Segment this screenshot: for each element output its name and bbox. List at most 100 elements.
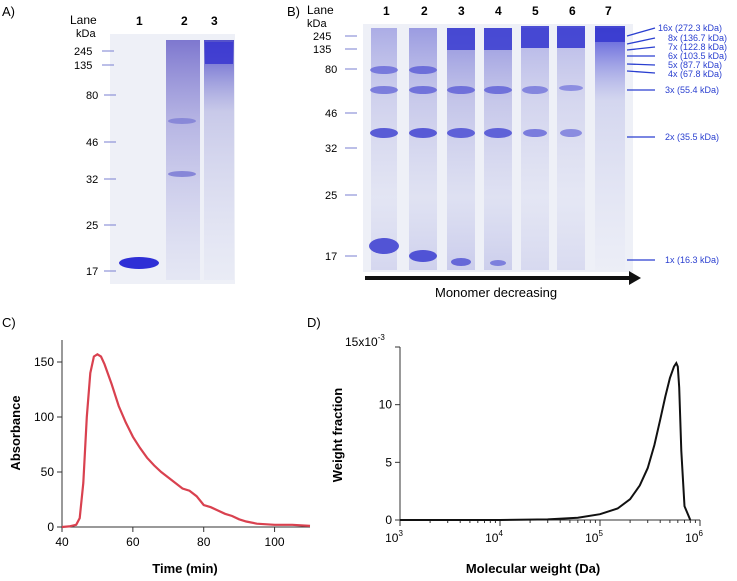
panel-b-label: B) (287, 4, 300, 19)
lane-number: 3 (211, 14, 218, 28)
x-tick-label: 80 (197, 535, 211, 549)
lane-number: 4 (495, 4, 502, 18)
x-tick-label: 105 (585, 529, 603, 545)
marker-label: 80 (325, 64, 337, 76)
gel-band (370, 66, 398, 74)
gel-band (370, 128, 398, 138)
lane-number: 2 (421, 4, 428, 18)
gel-band (447, 128, 475, 138)
gel-band (560, 129, 582, 137)
panel-a-label: A) (2, 4, 15, 19)
kda-header: kDa (307, 18, 327, 30)
marker-label: 80 (86, 90, 98, 102)
gel-band (523, 129, 547, 137)
gel-band (409, 250, 437, 262)
gel-band (447, 86, 475, 94)
gel-band (490, 260, 506, 266)
x-tick-label: 106 (685, 529, 703, 545)
gel-lane-smear (521, 28, 549, 270)
gel-band (369, 238, 399, 254)
band-label: 8x (136.7 kDa) (668, 33, 727, 43)
series-line-absorbance (61, 353, 311, 529)
band-label: 3x (55.4 kDa) (665, 85, 719, 95)
lane-number: 5 (532, 4, 539, 18)
x-axis-label: Molecular weight (Da) (466, 561, 600, 576)
gel-lane-smear (484, 28, 512, 270)
chart-d-weight-fraction: D) Weight fraction Molecular weight (Da)… (307, 315, 703, 576)
band-pointer (626, 37, 656, 45)
gel-band (521, 26, 549, 48)
band-pointer (626, 63, 656, 66)
lane-number: 2 (181, 14, 188, 28)
x-tick-label: 103 (385, 529, 403, 545)
gel-lane-smear (557, 28, 585, 270)
marker-label: 245 (313, 31, 331, 43)
x-tick-label: 40 (55, 535, 69, 549)
y-tick-label: 100 (34, 410, 54, 424)
y-tick-label: 0 (47, 520, 54, 534)
decrease-arrow-head (629, 271, 641, 285)
gel-band (205, 42, 233, 64)
gel-lane-smear (371, 28, 397, 270)
gel-band (409, 86, 437, 94)
marker-label: 135 (313, 44, 331, 56)
lane-number: 1 (383, 4, 390, 18)
marker-label: 17 (86, 266, 98, 278)
series-line-weight-fraction (400, 360, 692, 521)
lane-number: 3 (458, 4, 465, 18)
lane-number: 7 (605, 4, 612, 18)
marker-label: 46 (86, 137, 98, 149)
x-tick-label: 100 (265, 535, 285, 549)
marker-label: 245 (74, 46, 92, 58)
kda-header: kDa (76, 28, 96, 40)
x-tick-label: 104 (485, 529, 503, 545)
lane-number: 6 (569, 4, 576, 18)
y-tick-label: 5 (385, 455, 392, 469)
band-label: 5x (87.7 kDa) (668, 60, 722, 70)
marker-label: 25 (325, 190, 337, 202)
lane-number: 1 (136, 14, 143, 28)
gel-band (119, 257, 159, 269)
x-tick-label: 60 (126, 535, 140, 549)
band-label: 2x (35.5 kDa) (665, 132, 719, 142)
gel-band (370, 86, 398, 94)
band-label: 7x (122.8 kDa) (668, 42, 727, 52)
panel-c-label: C) (2, 315, 16, 330)
marker-label: 46 (325, 108, 337, 120)
arrow-label: Monomer decreasing (435, 285, 557, 300)
gel-band (484, 86, 512, 94)
y-axis-label: Absorbance (8, 395, 23, 470)
y-multiplier-exp: -3 (378, 333, 386, 342)
gel-lane-smear (447, 28, 475, 270)
band-pointer (626, 46, 656, 51)
band-label: 4x (67.8 kDa) (668, 69, 722, 79)
y-tick-label: 10 (379, 398, 393, 412)
gel-band (168, 118, 196, 124)
gel-lane-smear (595, 28, 625, 270)
gel-band (409, 128, 437, 138)
y-multiplier-base: 15x10 (345, 335, 378, 349)
gel-band (451, 258, 471, 266)
marker-label: 135 (74, 60, 92, 72)
gel-lane-smear (409, 28, 437, 270)
marker-label: 32 (325, 143, 337, 155)
gel-band (484, 128, 512, 138)
gel-band (484, 28, 512, 50)
marker-label: 25 (86, 220, 98, 232)
band-label: 6x (103.5 kDa) (668, 51, 727, 61)
band-label: 16x (272.3 kDa) (658, 23, 722, 33)
gel-band (168, 171, 196, 177)
gel-band (447, 28, 475, 50)
gel-lane-smear (204, 40, 234, 280)
lane-header: Lane (70, 13, 97, 27)
gel-band (595, 26, 625, 42)
y-tick-label: 0 (385, 513, 392, 527)
band-pointer (626, 27, 656, 37)
gel-band (557, 26, 585, 48)
y-multiplier-label: 15x10-3 (345, 333, 385, 349)
gel-band (559, 85, 583, 91)
panel-d-label: D) (307, 315, 321, 330)
chart-c-absorbance: C) Absorbance Time (min) 0 50 100 150 40 60 80… (2, 315, 311, 576)
x-axis-label: Time (min) (152, 561, 218, 576)
marker-label: 32 (86, 174, 98, 186)
